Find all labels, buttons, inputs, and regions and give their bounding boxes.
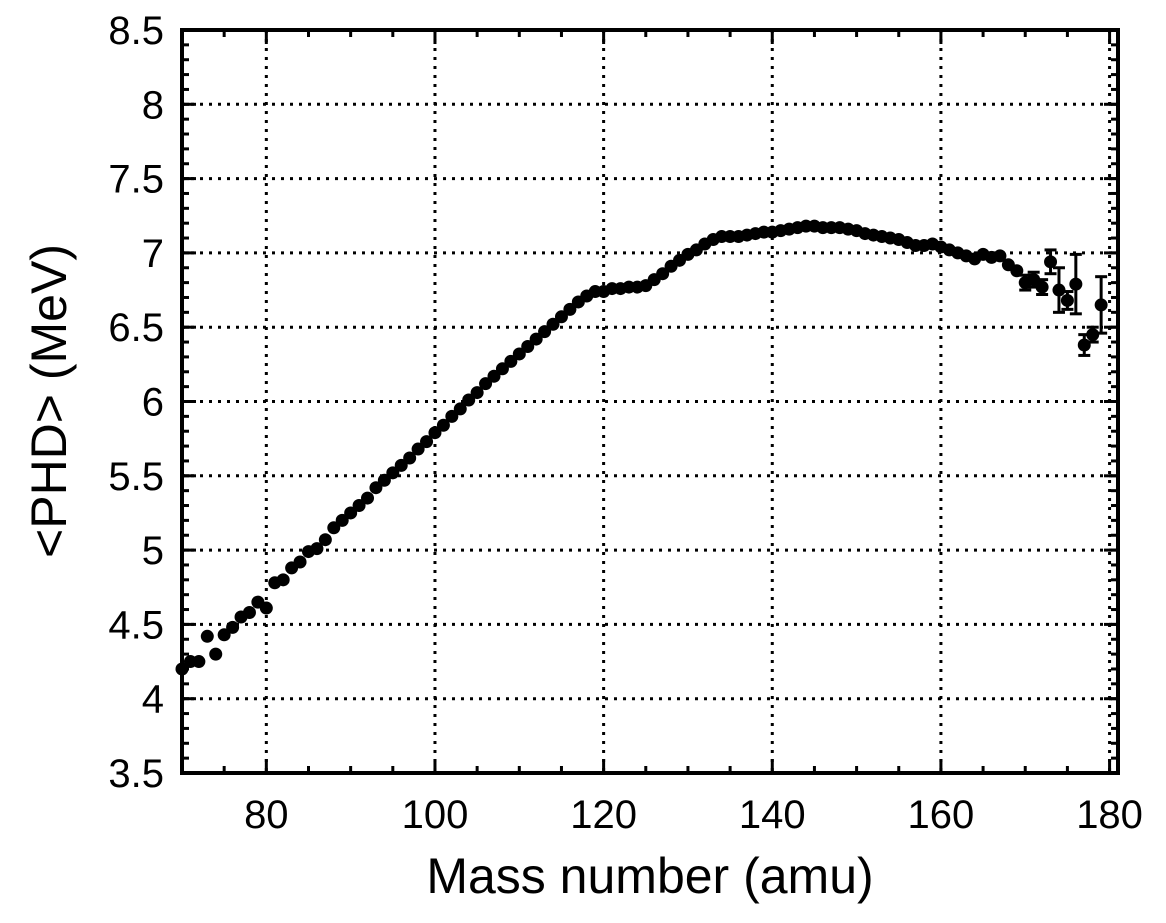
data-point [1027, 273, 1041, 287]
data-point [1010, 264, 1024, 278]
y-tick-label: 6 [142, 381, 164, 425]
data-point [1086, 328, 1100, 342]
data-point [226, 620, 240, 634]
data-point [563, 302, 577, 316]
x-axis-label: Mass number (amu) [426, 848, 873, 904]
axis-ticks [182, 28, 1118, 775]
data-point [293, 555, 307, 569]
data-point [361, 491, 375, 505]
data-point [217, 628, 231, 642]
data-point [1094, 298, 1108, 312]
data-point [1044, 255, 1058, 269]
data-point [538, 325, 552, 339]
x-tick-label: 80 [244, 793, 289, 837]
data-point [470, 386, 484, 400]
data-point [504, 354, 518, 368]
data-point [259, 601, 273, 615]
data-point [656, 267, 670, 281]
data-point [993, 249, 1007, 263]
plot-frame [180, 28, 1120, 775]
y-axis-label: <PHD> (MeV) [21, 244, 77, 558]
data-point [335, 513, 349, 527]
y-tick-label: 4 [142, 678, 164, 722]
data-points [175, 219, 1108, 676]
data-point [546, 317, 560, 331]
data-point [242, 606, 256, 620]
data-point [512, 347, 526, 361]
data-point [386, 466, 400, 480]
data-point [529, 332, 543, 346]
data-point [394, 458, 408, 472]
y-tick-labels: 3.5 4 4.5 5 5.5 6 6.5 7 7.5 8 8.5 [108, 9, 164, 796]
data-point [369, 481, 383, 495]
y-tick-label: 5.5 [108, 455, 164, 499]
y-tick-label: 7.5 [108, 158, 164, 202]
x-tick-label: 100 [402, 793, 469, 837]
data-point [200, 629, 214, 643]
y-tick-label: 5 [142, 529, 164, 573]
y-tick-label: 4.5 [108, 603, 164, 647]
data-point [403, 451, 417, 465]
data-point [209, 647, 223, 661]
data-point [462, 393, 476, 407]
x-tick-label: 160 [908, 793, 975, 837]
data-point [318, 533, 332, 547]
data-point [310, 542, 324, 556]
data-point [1035, 280, 1049, 294]
data-point [428, 426, 442, 440]
data-point [521, 340, 535, 354]
data-point [411, 442, 425, 456]
data-point [1077, 338, 1091, 352]
data-point [344, 506, 358, 520]
data-point [1069, 277, 1083, 291]
y-tick-label: 8 [142, 83, 164, 127]
data-point [445, 409, 459, 423]
data-point [276, 573, 290, 587]
data-point [377, 473, 391, 487]
data-point [554, 310, 568, 324]
x-tick-label: 180 [1076, 793, 1143, 837]
data-point [1052, 283, 1066, 297]
data-point [327, 521, 341, 535]
y-tick-label: 8.5 [108, 9, 164, 53]
grid-lines [182, 30, 1118, 773]
y-tick-label: 3.5 [108, 752, 164, 796]
x-tick-label: 140 [739, 793, 806, 837]
data-point [436, 418, 450, 432]
data-point [453, 402, 467, 416]
data-point [1060, 293, 1074, 307]
data-point [487, 369, 501, 383]
y-tick-label: 7 [142, 232, 164, 276]
x-tick-label: 120 [570, 793, 637, 837]
data-point [479, 377, 493, 391]
data-point [352, 499, 366, 513]
data-point [495, 362, 509, 376]
y-tick-label: 6.5 [108, 306, 164, 350]
x-tick-labels: 80 100 120 140 160 180 [244, 793, 1143, 837]
data-point [192, 655, 206, 669]
data-point [420, 435, 434, 449]
